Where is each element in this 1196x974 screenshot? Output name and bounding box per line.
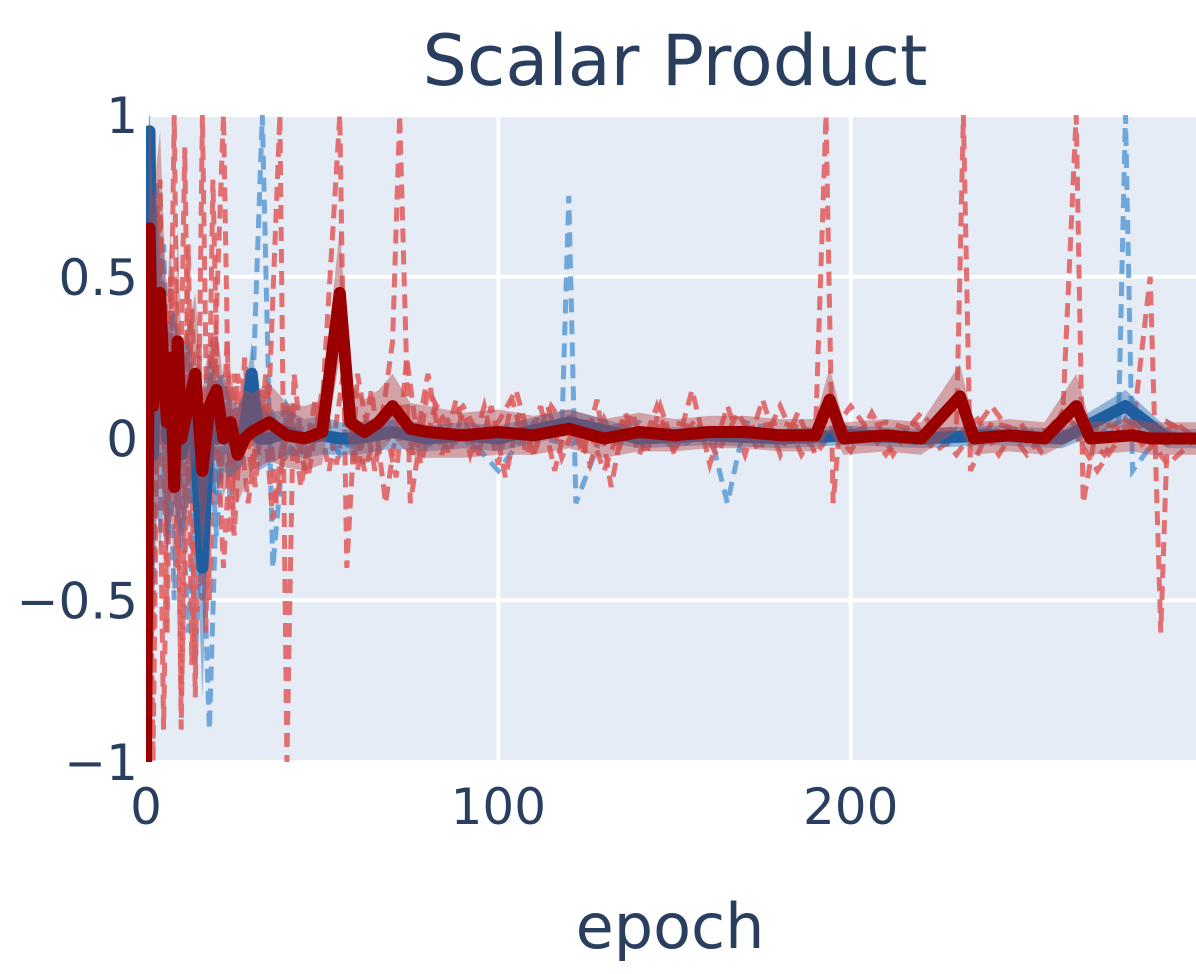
traces (146, 115, 1196, 762)
x-tick-label: 200 (803, 778, 898, 836)
x-axis-ticks: 0 100 200 (130, 778, 898, 836)
x-tick-label: 100 (451, 778, 546, 836)
y-tick-label: 0 (106, 411, 138, 469)
y-tick-label: 1 (106, 87, 138, 145)
y-axis-ticks: 1 0.5 0 −0.5 −1 (17, 87, 138, 792)
mean-trace-red (146, 222, 1196, 762)
y-tick-label: 0.5 (58, 249, 138, 307)
y-tick-label: −0.5 (17, 572, 138, 630)
x-tick-label: 0 (130, 778, 162, 836)
y-tick-label: −1 (64, 734, 138, 792)
x-axis-label: epoch (576, 890, 765, 963)
chart-title: Scalar Product (423, 20, 928, 102)
